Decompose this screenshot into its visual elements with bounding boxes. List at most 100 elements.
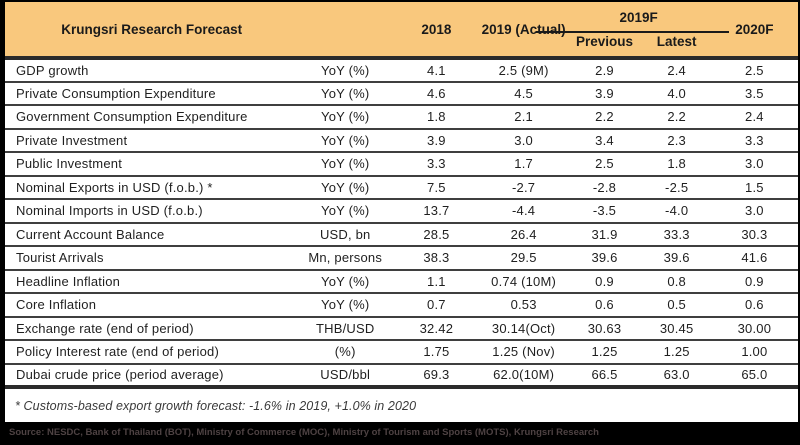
indicator-cell: Private Consumption Expenditure [5, 80, 299, 105]
value-2019-actual: 0.74 (10M) [480, 268, 567, 293]
indicator-cell: Tourist Arrivals [5, 245, 299, 270]
value-2019f-latest: 1.8 [642, 151, 711, 176]
table-row: Core Inflation YoY (%) 0.7 0.53 0.6 0.5 0.6 [5, 292, 798, 317]
value-2019-actual: 2.5 (9M) [480, 56, 567, 82]
table-row: Nominal Exports in USD (f.o.b.) * YoY (%)… [5, 174, 798, 199]
value-2019f-previous: 2.2 [566, 104, 643, 129]
2019f-underline [536, 31, 729, 33]
value-2019-actual: -4.4 [480, 198, 567, 223]
indicator-cell: Exchange rate (end of period) [5, 315, 299, 340]
value-2018: 4.1 [391, 56, 481, 82]
header-row-sub: Previous Latest [5, 33, 798, 58]
value-2019-actual: 2.1 [480, 104, 567, 129]
value-2019f-previous: 30.63 [566, 315, 643, 340]
footnote: * Customs-based export growth forecast: … [15, 398, 417, 413]
table-row: GDP growth YoY (%) 4.1 2.5 (9M) 2.9 2.4 2.5 [5, 56, 798, 82]
value-2020f: 0.6 [710, 292, 798, 317]
table-row: Current Account Balance USD, bn 28.5 26.4 31… [5, 221, 798, 246]
value-2018: 69.3 [391, 362, 481, 387]
indicator-cell: Nominal Imports in USD (f.o.b.) [5, 198, 299, 223]
value-2019f-latest: 0.5 [642, 292, 711, 317]
forecast-table-body: GDP growth YoY (%) 4.1 2.5 (9M) 2.9 2.4 2.5 Pri… [5, 56, 798, 387]
table-row: Tourist Arrivals Mn, persons 38.3 29.5 39.6 3… [5, 245, 798, 270]
value-2019-actual: 29.5 [480, 245, 567, 270]
indicator-cell: Core Inflation [5, 292, 299, 317]
unit-cell: USD, bn [298, 221, 392, 246]
table-row: Nominal Imports in USD (f.o.b.) YoY (%) 13… [5, 198, 798, 223]
value-2018: 0.7 [391, 292, 481, 317]
value-2019f-previous: 31.9 [566, 221, 643, 246]
indicator-cell: Headline Inflation [5, 268, 299, 293]
value-2019f-previous: 66.5 [566, 362, 643, 387]
value-2020f: 2.5 [710, 56, 798, 82]
value-2019-actual: 0.53 [480, 292, 567, 317]
indicator-cell: Public Investment [5, 151, 299, 176]
value-2019f-latest: 2.3 [642, 127, 711, 152]
value-2018: 4.6 [391, 80, 481, 105]
value-2019-actual: -2.7 [480, 174, 567, 199]
value-2018: 1.8 [391, 104, 481, 129]
table-row: Policy Interest rate (end of period) (%) 1… [5, 339, 798, 364]
indicator-cell: Dubai crude price (period average) [5, 362, 299, 387]
unit-cell: YoY (%) [298, 80, 392, 105]
value-2020f: 1.5 [710, 174, 798, 199]
unit-cell: YoY (%) [298, 198, 392, 223]
indicator-cell: Current Account Balance [5, 221, 299, 246]
value-2019f-previous: -3.5 [566, 198, 643, 223]
value-2018: 3.9 [391, 127, 481, 152]
value-2019f-previous: 0.9 [566, 268, 643, 293]
value-2020f: 3.5 [710, 80, 798, 105]
indicator-cell: Nominal Exports in USD (f.o.b.) * [5, 174, 299, 199]
value-2020f: 0.9 [710, 268, 798, 293]
value-2019f-previous: 2.5 [566, 151, 643, 176]
value-2020f: 1.00 [710, 339, 798, 364]
value-2020f: 3.0 [710, 151, 798, 176]
table-title: Krungsri Research Forecast [5, 2, 299, 58]
value-2019f-previous: 0.6 [566, 292, 643, 317]
header-row-top: Krungsri Research Forecast 2018 2019 (Ac… [5, 2, 798, 58]
value-2018: 32.42 [391, 315, 481, 340]
value-2019f-previous: 39.6 [566, 245, 643, 270]
indicator-cell: Policy Interest rate (end of period) [5, 339, 299, 364]
value-2019f-latest: 30.45 [642, 315, 711, 340]
value-2019f-previous: 3.9 [566, 80, 643, 105]
column-group-2019f-label: 2019F [619, 10, 658, 25]
value-2018: 13.7 [391, 198, 481, 223]
table-row: Private Consumption Expenditure YoY (%) 4.… [5, 80, 798, 105]
value-2019f-latest: 1.25 [642, 339, 711, 364]
value-2019f-latest: 2.4 [642, 56, 711, 82]
value-2019f-latest: 0.8 [642, 268, 711, 293]
value-2019f-latest: 2.2 [642, 104, 711, 129]
value-2018: 38.3 [391, 245, 481, 270]
value-2019-actual: 30.14(Oct) [480, 315, 567, 340]
table-row: Dubai crude price (period average) USD/bb… [5, 362, 798, 387]
forecast-table: Krungsri Research Forecast 2018 2019 (Ac… [5, 2, 798, 389]
value-2019f-latest: 4.0 [642, 80, 711, 105]
value-2019f-latest: -4.0 [642, 198, 711, 223]
table-row: Headline Inflation YoY (%) 1.1 0.74 (10M) 0.… [5, 268, 798, 293]
unit-cell: YoY (%) [298, 292, 392, 317]
value-2020f: 30.3 [710, 221, 798, 246]
value-2019-actual: 62.0(10M) [480, 362, 567, 387]
table-row: Government Consumption Expenditure YoY (%… [5, 104, 798, 129]
value-2019f-latest: -2.5 [642, 174, 711, 199]
value-2018: 1.75 [391, 339, 481, 364]
value-2020f: 2.4 [710, 104, 798, 129]
value-2020f: 65.0 [710, 362, 798, 387]
value-2018: 28.5 [391, 221, 481, 246]
indicator-cell: Private Investment [5, 127, 299, 152]
value-2019f-latest: 39.6 [642, 245, 711, 270]
value-2019-actual: 4.5 [480, 80, 567, 105]
column-header-2018: 2018 [391, 2, 481, 58]
value-2020f: 3.3 [710, 127, 798, 152]
source-text: Source: NESDC, Bank of Thailand (BOT), M… [9, 427, 599, 438]
indicator-cell: GDP growth [5, 56, 299, 82]
value-2019f-previous: 3.4 [566, 127, 643, 152]
unit-cell: YoY (%) [298, 56, 392, 82]
value-2019-actual: 1.7 [480, 151, 567, 176]
value-2019-actual: 1.25 (Nov) [480, 339, 567, 364]
table-header: Krungsri Research Forecast 2018 2019 (Ac… [5, 2, 798, 58]
unit-cell: YoY (%) [298, 174, 392, 199]
value-2020f: 41.6 [710, 245, 798, 270]
table-row: Public Investment YoY (%) 3.3 1.7 2.5 1.8 3.0 [5, 151, 798, 176]
